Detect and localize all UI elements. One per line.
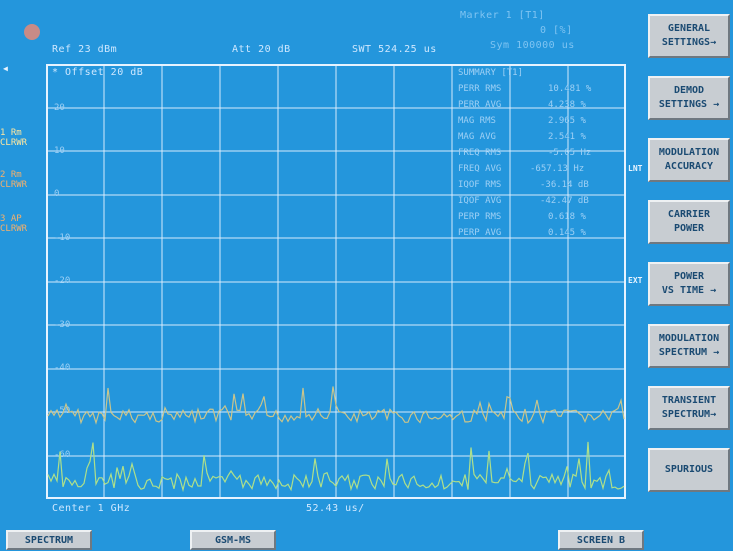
- result-row: FREQ RMS: [458, 148, 501, 158]
- y-tick: 20: [54, 103, 65, 113]
- softkey-transient-spectrum[interactable]: TRANSIENT SPECTRUM→: [648, 386, 730, 430]
- softkey-modulation-accuracy[interactable]: MODULATION ACCURACY: [648, 138, 730, 182]
- y-tick: -40: [54, 363, 70, 373]
- result-row: IQOF RMS: [458, 180, 501, 190]
- softkey-modulation-spectrum[interactable]: MODULATION SPECTRUM →: [648, 324, 730, 368]
- result-value: -36.14 dB: [540, 180, 589, 190]
- result-label: IQOF AVG: [458, 196, 502, 206]
- result-value: 0.145 %: [548, 228, 586, 238]
- softkey-line2: SETTINGS→: [661, 37, 717, 48]
- result-row: PERR RMS: [458, 84, 501, 94]
- screen-b-button[interactable]: SCREEN B: [558, 530, 644, 550]
- result-row: MAG RMS: [458, 116, 496, 126]
- y-tick: 0: [54, 189, 59, 199]
- result-value: 0.618 %: [548, 212, 586, 222]
- softkey-carrier-power[interactable]: CARRIER POWER: [648, 200, 730, 244]
- result-value: 2.965 %: [548, 116, 586, 126]
- softkey-line1: MODULATION: [658, 333, 720, 344]
- range-marker-icon: ◀: [3, 64, 8, 73]
- trace-1-label: 1 Rm CLRWR: [0, 128, 28, 148]
- marker-position: Sym 100000 us: [490, 40, 575, 51]
- result-row: PERP RMS: [458, 212, 501, 222]
- softkey-general-settings[interactable]: GENERAL SETTINGS→: [648, 14, 730, 58]
- center-frequency: Center 1 GHz: [52, 503, 131, 514]
- softkey-line1: POWER: [673, 271, 705, 282]
- softkey-line1: MODULATION: [658, 147, 720, 158]
- span-per-div: 52.43 us/: [306, 503, 365, 514]
- result-row: PERR AVG: [458, 100, 501, 110]
- softkey-line2: POWER: [673, 223, 705, 234]
- result-row: PERP AVG: [458, 228, 501, 238]
- results-title: SUMMARY [T1]: [458, 68, 524, 78]
- y-tick: -60: [54, 450, 70, 460]
- marker-value: 0 [%]: [540, 25, 573, 36]
- result-label: MAG RMS: [458, 116, 496, 126]
- y-tick: -50: [54, 406, 70, 416]
- status-indicator-icon: [24, 24, 40, 40]
- marker-label: Marker 1 [T1]: [460, 10, 545, 21]
- softkey-line2: ACCURACY: [664, 161, 714, 172]
- result-value: -5.05 Hz: [548, 148, 592, 158]
- result-value: 4.238 %: [548, 100, 586, 110]
- trace-1-line: [47, 386, 625, 425]
- measurement-diagram[interactable]: 20 10 0 -10 -20 -30 -40 -50 -60: [46, 64, 626, 499]
- softkey-line2: SPECTRUM →: [658, 347, 720, 358]
- result-label: PERR AVG: [458, 100, 502, 110]
- trace-2-line: [47, 441, 625, 493]
- softkey-line1: TRANSIENT: [661, 395, 717, 406]
- y-tick: 10: [54, 146, 65, 156]
- offset-label: * Offset 20 dB: [52, 67, 144, 78]
- result-label: IQOF RMS: [458, 180, 502, 190]
- result-value: 10.481 %: [548, 84, 592, 94]
- trace-3-label: 3 AP CLRWR: [0, 214, 28, 234]
- grid-lines: [46, 64, 626, 499]
- softkey-demod-settings[interactable]: DEMOD SETTINGS →: [648, 76, 730, 120]
- spectrum-button[interactable]: SPECTRUM: [6, 530, 92, 550]
- result-row: MAG AVG: [458, 132, 496, 142]
- y-tick: -30: [54, 320, 70, 330]
- trace-2-label: 2 Rm CLRWR: [0, 170, 28, 190]
- y-tick: -10: [54, 233, 70, 243]
- softkey-line1: SPURIOUS: [664, 464, 714, 475]
- result-label: FREQ RMS: [458, 148, 502, 158]
- result-value: 2.541 %: [548, 132, 586, 142]
- y-tick: -20: [54, 276, 70, 286]
- softkey-line2: SETTINGS →: [658, 99, 720, 110]
- lnt-tag: LNT: [628, 164, 643, 173]
- softkey-spurious[interactable]: SPURIOUS: [648, 448, 730, 492]
- result-label: PERP AVG: [458, 228, 502, 238]
- result-label: PERP RMS: [458, 212, 502, 222]
- gsm-ms-button[interactable]: GSM-MS: [190, 530, 276, 550]
- softkey-line1: CARRIER: [667, 209, 711, 220]
- diagram-svg: 20 10 0 -10 -20 -30 -40 -50 -60: [46, 64, 626, 499]
- result-row: FREQ AVG: [458, 164, 501, 174]
- softkey-line1: GENERAL: [667, 23, 711, 34]
- result-label: FREQ AVG: [458, 164, 502, 174]
- ref-level: Ref 23 dBm: [52, 44, 118, 55]
- sweep-time: SWT 524.25 us: [352, 44, 437, 55]
- result-value: -657.13 Hz: [530, 164, 585, 174]
- softkey-line1: DEMOD: [673, 85, 705, 96]
- result-row: IQOF AVG: [458, 196, 501, 206]
- softkey-line2: VS TIME →: [661, 285, 717, 296]
- attenuation: Att 20 dB: [232, 44, 291, 55]
- result-label: MAG AVG: [458, 132, 496, 142]
- softkey-line2: SPECTRUM→: [661, 409, 717, 420]
- ext-tag: EXT: [628, 276, 643, 285]
- result-value: -42.47 dB: [540, 196, 589, 206]
- result-label: PERR RMS: [458, 84, 502, 94]
- y-axis-ticks: 20 10 0 -10 -20 -30 -40 -50 -60: [54, 103, 70, 460]
- softkey-power-vs-time[interactable]: POWER VS TIME →: [648, 262, 730, 306]
